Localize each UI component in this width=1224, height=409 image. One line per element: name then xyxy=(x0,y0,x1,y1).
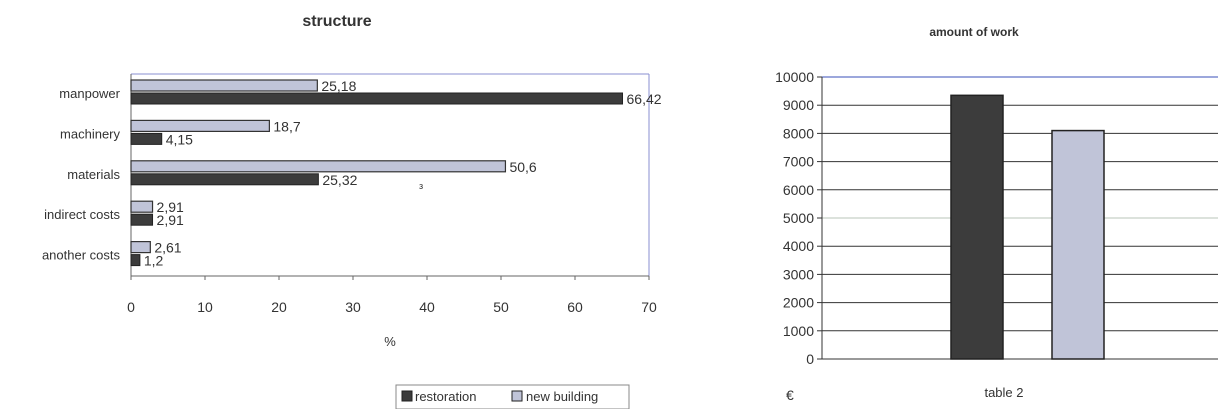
bar-new-building xyxy=(130,241,151,254)
legend-swatch-restoration xyxy=(401,390,413,402)
bar-restoration xyxy=(130,173,319,186)
y-tick-label: 7000 xyxy=(783,154,814,170)
bar-restoration xyxy=(950,94,1004,360)
y-tick-label: 9000 xyxy=(783,97,814,113)
x-tick-label: 0 xyxy=(127,299,135,315)
data-label-restoration: 25,32 xyxy=(322,172,357,188)
bar-new-building xyxy=(1051,129,1105,360)
category-label: manpower xyxy=(59,86,120,101)
data-label-new-building: 2,91 xyxy=(157,199,184,215)
y-tick-label: 8000 xyxy=(783,125,814,141)
x-tick-label: 50 xyxy=(493,299,509,315)
x-tick-label: 20 xyxy=(271,299,287,315)
x-tick-label: 30 xyxy=(345,299,361,315)
chart-title: structure xyxy=(302,13,371,30)
data-label-new-building: 50,6 xyxy=(509,159,536,175)
bar-restoration xyxy=(130,92,624,105)
y-tick-label: 6000 xyxy=(783,182,814,198)
category-label: indirect costs xyxy=(44,207,120,222)
data-label-restoration: 66,42 xyxy=(627,91,662,107)
y-tick-label: 5000 xyxy=(783,210,814,226)
bar-restoration xyxy=(130,213,154,226)
bar-new-building xyxy=(130,79,318,92)
bar-new-building xyxy=(130,160,507,173)
category-label: another costs xyxy=(42,248,121,263)
x-tick-label: 40 xyxy=(419,299,435,315)
x-axis-label: % xyxy=(384,334,396,349)
data-label-new-building: 18,7 xyxy=(273,118,300,134)
bar-restoration xyxy=(130,132,163,145)
category-label: machinery xyxy=(60,126,120,141)
category-label: materials xyxy=(67,167,120,182)
bar-new-building xyxy=(130,200,154,213)
y-tick-label: 3000 xyxy=(783,266,814,282)
bar-restoration xyxy=(130,254,141,267)
y-tick-label: 10000 xyxy=(775,69,814,85)
stray-mark: з xyxy=(419,181,423,191)
y-tick-label: 4000 xyxy=(783,238,814,254)
x-tick-label: 70 xyxy=(641,299,657,315)
chart-title: amount of work xyxy=(929,25,1019,39)
bar-new-building xyxy=(130,119,270,133)
x-axis-label: table 2 xyxy=(984,385,1023,400)
x-tick-label: 10 xyxy=(197,299,213,315)
data-label-restoration: 1,2 xyxy=(144,253,164,269)
x-tick-label: 60 xyxy=(567,299,583,315)
y-tick-label: 2000 xyxy=(783,295,814,311)
legend-label-restoration: restoration xyxy=(415,389,476,404)
y-tick-label: 0 xyxy=(806,351,814,367)
legend-label-new-building: new building xyxy=(526,389,598,404)
legend-swatch-new-building xyxy=(511,390,523,402)
y-tick-label: 1000 xyxy=(783,323,814,339)
data-label-restoration: 2,91 xyxy=(157,212,184,228)
data-label-restoration: 4,15 xyxy=(166,131,193,147)
data-label-new-building: 25,18 xyxy=(321,78,356,94)
unit-label: € xyxy=(786,387,794,403)
data-label-new-building: 2,61 xyxy=(154,240,181,256)
